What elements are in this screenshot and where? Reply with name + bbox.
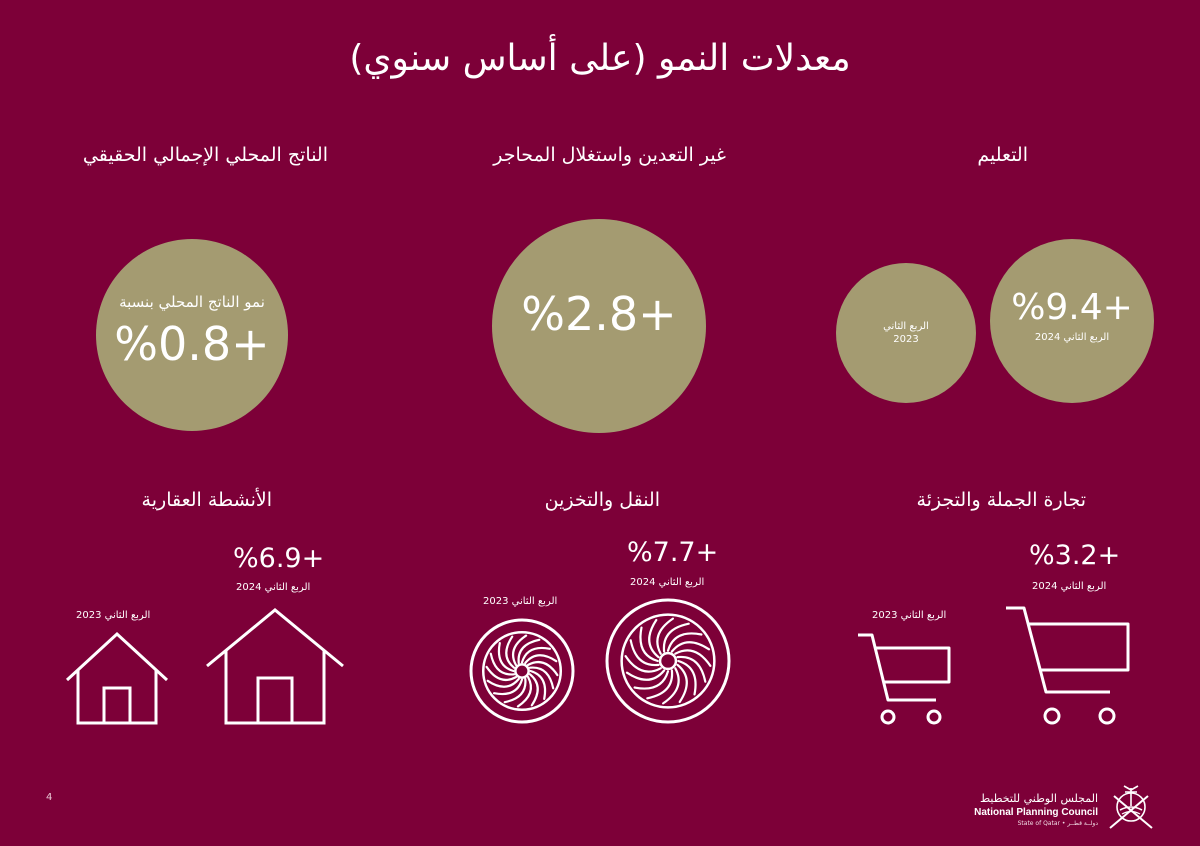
transport-heading: النقل والتخزين xyxy=(544,489,660,511)
trade-value: %3.2+ xyxy=(1029,540,1121,571)
logo-org-arabic: المجلس الوطني للتخطيط xyxy=(979,792,1098,805)
education-2024-value: %9.4+ xyxy=(1011,287,1133,328)
trade-2024-label: الربع الثاني 2024 xyxy=(1032,581,1107,592)
turbine-icon xyxy=(605,598,731,724)
education-heading: التعليم xyxy=(977,144,1028,166)
logo-org-english: National Planning Council xyxy=(974,807,1098,818)
transport-2023-label: الربع الثاني 2023 xyxy=(483,596,558,607)
house-icon xyxy=(206,608,344,725)
gdp-growth-value: %0.8+ xyxy=(114,317,270,371)
non-mining-circle: %2.8+ xyxy=(492,219,706,433)
gdp-circle: نمو الناتج المحلي بنسبة %0.8+ xyxy=(96,239,288,431)
real-estate-value: %6.9+ xyxy=(233,543,325,574)
page-title: معدلات النمو (على أساس سنوي) xyxy=(349,38,851,79)
non-mining-value: %2.8+ xyxy=(521,287,677,341)
gdp-growth-label: نمو الناتج المحلي بنسبة xyxy=(119,293,265,311)
education-2023-quarter: الربع الثاني xyxy=(883,321,929,332)
real-estate-2024-label: الربع الثاني 2024 xyxy=(236,582,311,593)
qatar-emblem-icon xyxy=(1109,785,1153,829)
house-icon xyxy=(65,631,169,725)
transport-2024-label: الربع الثاني 2024 xyxy=(630,577,705,588)
real-estate-2023-label: الربع الثاني 2023 xyxy=(76,610,151,621)
logo-state: State of Qatar • دولــة قطــر xyxy=(1017,820,1098,827)
shopping-cart-icon xyxy=(858,633,951,725)
education-2024-circle: %9.4+ الربع الثاني 2024 xyxy=(990,239,1154,403)
education-2023-year: 2023 xyxy=(893,334,919,345)
education-2023-circle: الربع الثاني 2023 xyxy=(836,263,976,403)
shopping-cart-icon xyxy=(1006,606,1130,725)
education-2024-label: الربع الثاني 2024 xyxy=(1034,332,1110,343)
trade-2023-label: الربع الثاني 2023 xyxy=(872,610,947,621)
footer-logo: المجلس الوطني للتخطيط National Planning … xyxy=(966,792,1098,827)
real-estate-heading: الأنشطة العقارية xyxy=(141,489,272,511)
gdp-heading: الناتج المحلي الإجمالي الحقيقي xyxy=(82,144,328,166)
non-mining-heading: غير التعدين واستغلال المحاجر xyxy=(493,144,726,166)
turbine-icon xyxy=(469,618,575,724)
transport-value: %7.7+ xyxy=(627,537,719,568)
trade-heading: تجارة الجملة والتجزئة xyxy=(916,489,1086,511)
page-number: 4 xyxy=(46,792,53,803)
